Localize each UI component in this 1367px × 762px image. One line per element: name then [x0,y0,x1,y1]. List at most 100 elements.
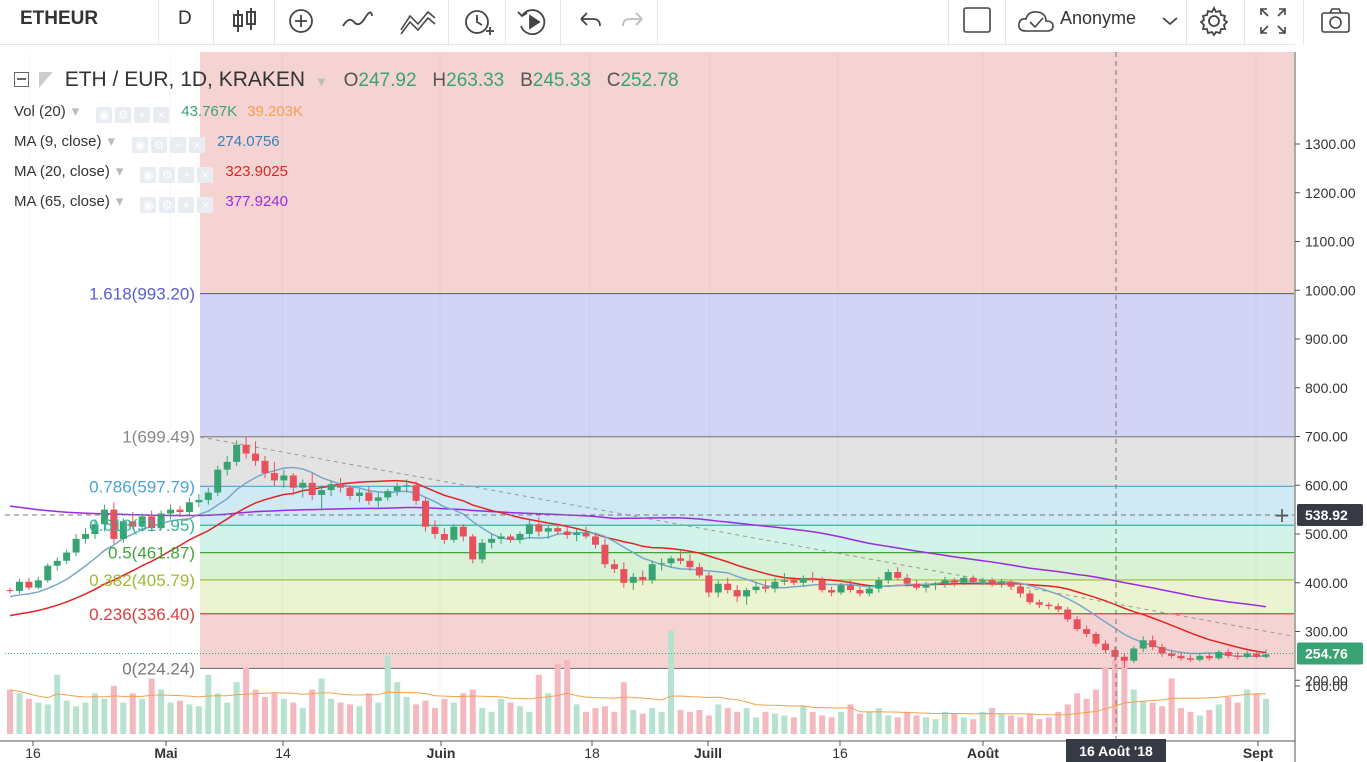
camera-icon[interactable] [1318,4,1354,38]
indicator-dropdown-icon[interactable]: ▾ [115,163,124,180]
candle [100,509,108,525]
volume-bar [167,702,174,734]
indicator-label: Vol (20) [14,103,66,120]
candle [138,516,146,527]
compare-add-icon[interactable] [284,4,318,38]
candle [1054,606,1062,610]
candle [195,499,203,503]
candle [1149,640,1157,648]
volume-bar [299,708,306,734]
cloud-check-icon[interactable] [1016,4,1056,38]
price-chart[interactable]: +1300.00 1200.00 1100.00 1000.00 900.00 800.0… [0,44,1367,762]
gear-icon[interactable] [1197,4,1233,40]
volume-bar [545,693,552,734]
chevron-down-icon[interactable] [1158,4,1182,38]
close-icon[interactable]: × [197,167,214,183]
price-tick-label: 600.00 [1305,477,1348,493]
eye-icon[interactable]: ◉ [140,167,157,183]
volume-bar [25,698,32,734]
chart-type-candles-icon[interactable] [228,4,262,38]
add-icon[interactable]: + [134,107,151,123]
indicator-dropdown-icon[interactable]: ▾ [107,133,116,150]
indicator-legend-row[interactable]: MA (65, close) ▾ ◉ ⚙ + × 377.9240 [14,192,288,213]
indicator-dropdown-icon[interactable]: ▾ [71,103,80,120]
gear-icon[interactable]: ⚙ [159,197,176,213]
symbol-search-button[interactable]: ETHEUR [20,8,99,29]
add-icon[interactable]: + [178,167,195,183]
volume-bar [838,711,845,734]
fib-label: 0.236(336.40) [89,605,195,624]
volume-bar [1008,715,1015,734]
gear-icon[interactable]: ⚙ [115,107,132,123]
volume-bar [214,693,221,734]
axes-layer: +1300.00 1200.00 1100.00 1000.00 900.00 800.0… [0,44,1367,762]
volume-bar [280,698,287,734]
volume-bar [1263,698,1269,734]
candle [1101,643,1109,651]
replay-icon[interactable] [515,4,551,40]
indicators-icon[interactable] [340,4,374,38]
strategy-templates-icon[interactable] [398,4,438,38]
volume-bar [488,711,495,734]
candle [950,580,958,583]
volume-bar [809,711,816,734]
volume-bar [1253,693,1260,734]
indicator-dropdown-icon[interactable]: ▾ [115,193,124,210]
gear-icon[interactable]: ⚙ [159,167,176,183]
volume-bar [35,702,42,734]
volume-bar [110,685,117,734]
indicator-legend-row[interactable]: MA (9, close) ▾ ◉ ⚙ + × 274.0756 [14,132,280,153]
volume-bar [1244,689,1251,734]
volume-bar [120,702,127,734]
candle [544,528,552,532]
close-icon[interactable]: × [153,107,170,123]
volume-bar [1017,717,1024,734]
alert-clock-icon[interactable] [460,4,496,40]
volume-bar [564,660,571,734]
candle [960,577,968,583]
expand-arrows-icon[interactable] [1256,4,1290,38]
candle [733,590,741,597]
crosshair-price-badge [1297,504,1363,527]
close-icon[interactable]: × [189,137,206,153]
fib-zone-top [200,52,1294,294]
price-tick-label: 1100.00 [1305,234,1355,250]
open-value: 247.92 [358,70,417,91]
volume-bar [403,697,410,734]
candle [979,580,987,582]
candle [601,544,609,565]
fib-zone [200,436,1294,487]
gear-icon[interactable]: ⚙ [151,137,168,153]
add-icon[interactable]: + [170,137,187,153]
volume-bar [932,719,939,734]
volume-bar [1159,706,1166,734]
indicator-value: 323.9025 [225,163,288,180]
indicator-legend-row[interactable]: Vol (20) ▾ ◉ ⚙ + × 43.767K 39.203K [14,102,303,123]
candle [1168,653,1176,656]
eye-icon[interactable]: ◉ [140,197,157,213]
fib-label: 0.786(597.79) [89,477,195,496]
indicator-legend-row[interactable]: MA (20, close) ▾ ◉ ⚙ + × 323.9025 [14,162,288,183]
redo-icon[interactable] [618,4,648,38]
undo-icon[interactable] [575,4,605,38]
volume-bar [479,708,486,734]
candle [459,526,467,537]
volume-bar [1168,678,1175,734]
volume-bar [441,698,448,734]
eye-icon[interactable]: ◉ [132,137,149,153]
close-icon[interactable]: × [197,197,214,213]
volume-bar [507,702,514,734]
candle [1016,586,1024,594]
candle [44,565,52,581]
add-icon[interactable]: + [178,197,195,213]
volume-ma-line [9,689,1267,716]
layout-name-label[interactable]: Anonyme [1060,8,1137,28]
interval-button[interactable]: D [178,8,192,29]
eye-icon[interactable]: ◉ [96,107,113,123]
fullscreen-square-icon[interactable] [960,4,994,38]
candle [478,542,486,560]
collapse-legend-icon[interactable] [14,72,29,87]
candle [1073,619,1081,630]
pair-dropdown-icon[interactable]: ▼ [314,74,328,89]
volume-bar [261,697,268,734]
